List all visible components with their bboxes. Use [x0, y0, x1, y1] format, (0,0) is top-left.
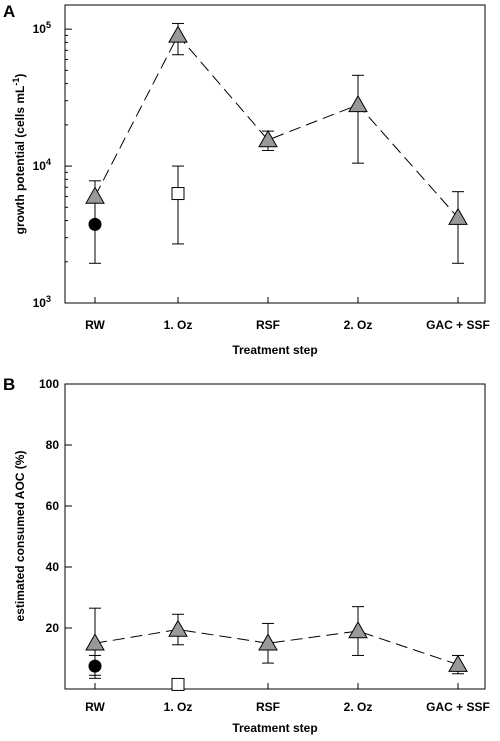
y-tick-label: 104: [33, 157, 51, 173]
y-tick-label: 100: [39, 377, 59, 391]
panel-a-frame: [64, 4, 486, 304]
square-marker: [171, 187, 185, 201]
triangle-marker: [258, 633, 278, 651]
panel-a-y-axis-title: growth potential (cells mL-1): [11, 74, 27, 235]
x-tick-label: 2. Oz: [344, 318, 373, 332]
panel-b-letter: B: [3, 375, 15, 394]
panel-a-letter: A: [3, 2, 15, 21]
circle-marker: [88, 217, 102, 231]
panel-b-x-axis-title: Treatment step: [232, 721, 317, 735]
x-tick-label: GAC + SSF: [426, 318, 490, 332]
triangle-marker: [85, 186, 105, 204]
triangle-marker: [168, 619, 188, 637]
x-tick-label: 1. Oz: [164, 700, 193, 714]
triangle-marker: [348, 621, 368, 639]
panel-b-plot: 20 40 60 80 100 RW 1. Oz RSF 2. Oz GAC + SSF: [39, 377, 490, 714]
x-tick-label: 2. Oz: [344, 700, 373, 714]
triangle-marker: [448, 207, 468, 225]
y-tick-label: 103: [33, 294, 51, 310]
panel-b-y-axis-title: estimated consumed AOC (%): [13, 451, 27, 622]
triangle-marker: [448, 654, 468, 672]
triangle-marker: [85, 633, 105, 651]
square-marker: [171, 677, 185, 691]
panel-a-x-axis-title: Treatment step: [232, 343, 317, 357]
x-tick-label: RW: [85, 318, 105, 332]
triangle-marker: [168, 25, 188, 43]
y-tick-label: 20: [46, 621, 60, 635]
x-tick-label: 1. Oz: [164, 318, 193, 332]
circle-marker: [88, 659, 102, 673]
triangle-marker: [258, 129, 278, 148]
x-tick-label: RSF: [256, 700, 280, 714]
y-tick-label: 40: [46, 560, 60, 574]
series-line: [94, 629, 459, 666]
x-tick-label: RSF: [256, 318, 280, 332]
triangle-marker: [348, 94, 368, 113]
panel-a-plot: 103 104 105 RW 1. Oz RSF 2. Oz GAC + SSF: [33, 20, 490, 332]
series-line: [94, 34, 459, 218]
y-tick-label: 60: [46, 499, 60, 513]
y-tick-label: 80: [46, 438, 60, 452]
panel-b-frame: [64, 383, 486, 690]
x-tick-label: GAC + SSF: [426, 700, 490, 714]
y-tick-label: 105: [33, 20, 51, 36]
x-tick-label: RW: [85, 700, 105, 714]
